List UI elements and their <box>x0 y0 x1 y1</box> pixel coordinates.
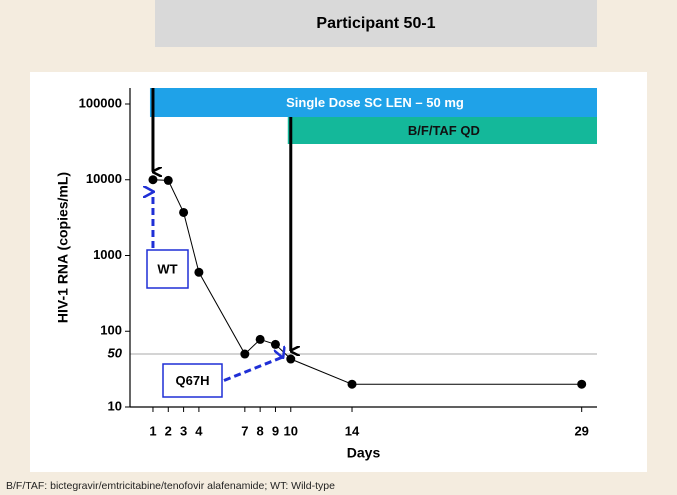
y-tick-label: 100000 <box>79 95 122 110</box>
footnote: B/F/TAF: bictegravir/emtricitabine/tenof… <box>6 480 335 492</box>
band-label: Single Dose SC LEN – 50 mg <box>286 95 464 110</box>
data-line <box>152 179 582 385</box>
annotation-label: Q67H <box>176 373 210 388</box>
data-point <box>240 349 250 359</box>
y-axis-label: HIV-1 RNA (copies/mL) <box>55 172 71 323</box>
x-axis-label: Days <box>347 445 381 461</box>
data-point <box>163 175 173 185</box>
data-point <box>194 267 204 277</box>
x-tick-label: 29 <box>574 423 588 438</box>
x-tick-label: 9 <box>272 423 279 438</box>
title-box <box>155 0 597 47</box>
chart-title: Participant 50-1 <box>316 15 435 32</box>
data-point <box>270 339 280 349</box>
x-tick-label: 1 <box>149 423 156 438</box>
x-tick-label: 14 <box>345 423 360 438</box>
data-point <box>255 334 265 344</box>
band-label: B/F/TAF QD <box>408 123 480 138</box>
x-tick-label: 7 <box>241 423 248 438</box>
annotation-label: WT <box>157 261 177 276</box>
treatment-band <box>149 88 597 117</box>
y-tick-label: 100 <box>100 323 122 338</box>
y-tick-label: 10 <box>108 398 122 413</box>
data-point <box>286 354 296 364</box>
data-point <box>179 207 189 217</box>
x-tick-label: 4 <box>195 423 203 438</box>
x-tick-label: 10 <box>284 423 298 438</box>
x-tick-label: 8 <box>257 423 264 438</box>
data-point <box>577 379 587 389</box>
data-point <box>148 175 158 185</box>
y-tick-label: 1000 <box>93 247 122 262</box>
annotation-box <box>146 249 189 289</box>
threshold-label: 50 <box>108 345 123 360</box>
annotation-box <box>162 363 223 398</box>
x-tick-label: 2 <box>165 423 172 438</box>
x-tick-label: 3 <box>180 423 187 438</box>
treatment-band <box>287 117 597 144</box>
data-point <box>347 379 357 389</box>
y-tick-label: 10000 <box>86 171 122 186</box>
